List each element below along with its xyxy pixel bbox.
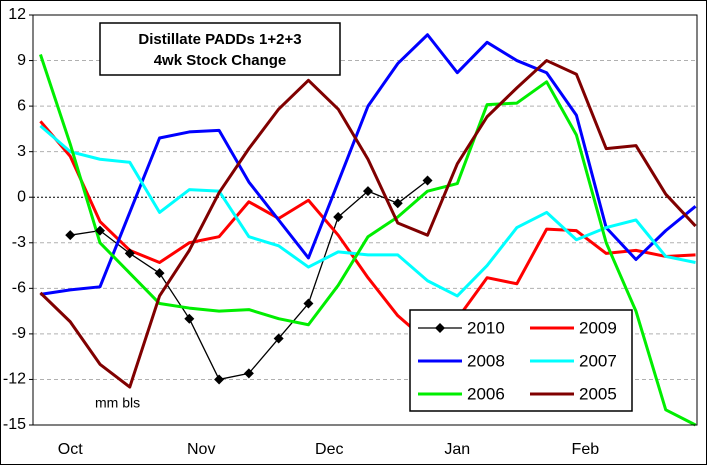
series-line [39,124,696,298]
series-line [39,120,696,343]
legend-label: 2010 [467,318,505,337]
legend-label: 2007 [579,351,617,370]
data-point [184,313,195,324]
data-point [243,368,254,379]
y-tick-label: 9 [17,52,26,69]
unit-annotation: mm bls [95,395,140,411]
data-point [65,230,76,241]
series-line [39,59,697,389]
chart-title: Distillate PADDs 1+2+3 [138,31,301,48]
legend-label: 2008 [467,351,505,370]
data-point [124,248,135,259]
plot-frame [32,14,698,426]
data-point [392,198,403,209]
data-point [154,268,165,279]
x-tick-label: Oct [58,441,83,458]
y-tick-label: -12 [3,371,26,388]
data-point [214,374,225,385]
legend-label: 2009 [579,318,617,337]
x-tick-label: Jan [444,441,470,458]
y-tick-label: -6 [12,280,26,297]
title-box [99,22,341,76]
legend-label: 2005 [579,384,617,403]
y-tick-label: -3 [12,234,26,251]
y-tick-label: 0 [17,188,26,205]
y-tick-label: -9 [12,325,26,342]
y-tick-label: 12 [8,6,26,23]
y-tick-label: -15 [3,416,26,433]
data-point [333,211,344,222]
x-tick-label: Nov [187,441,215,458]
data-point [273,333,284,344]
series-line [40,33,697,296]
x-tick-label: Dec [315,441,343,458]
data-point [94,225,105,236]
chart-subtitle: 4wk Stock Change [154,52,287,69]
y-tick-label: 3 [17,143,26,160]
data-point [422,175,433,186]
legend-marker [435,323,445,333]
data-point [303,298,314,309]
y-tick-label: 6 [17,97,26,114]
data-point [362,186,373,197]
series-line [39,54,697,427]
x-tick-label: Feb [572,441,600,458]
legend-label: 2006 [467,384,505,403]
